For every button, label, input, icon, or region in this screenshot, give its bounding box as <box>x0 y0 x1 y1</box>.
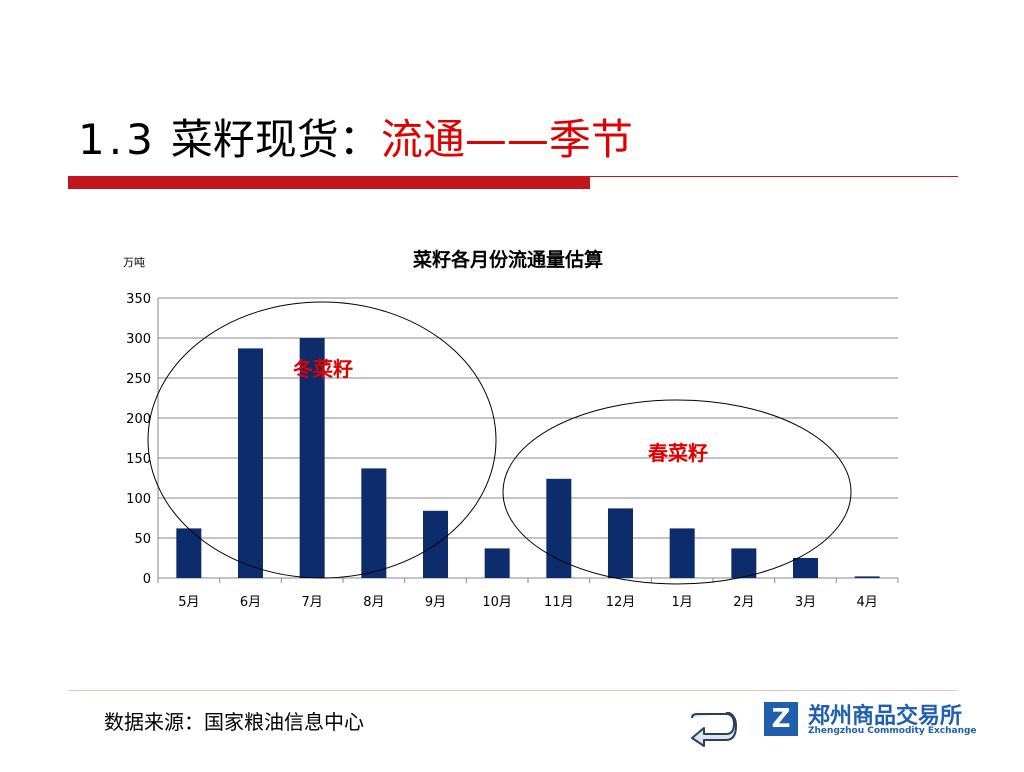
exchange-logo: Z 郑州商品交易所 Zhengzhou Commodity Exchange <box>764 698 977 742</box>
bar <box>238 348 263 578</box>
y-tick-label: 50 <box>134 532 151 547</box>
y-tick-label: 350 <box>126 292 151 307</box>
bar <box>299 338 325 578</box>
bar <box>484 548 510 578</box>
bar <box>731 548 757 578</box>
bar <box>608 508 633 578</box>
x-tick-label: 6月 <box>240 595 261 610</box>
data-source-note: 数据来源：国家粮油信息中心 <box>104 710 364 734</box>
y-tick-label: 150 <box>126 452 151 467</box>
x-tick-label: 5月 <box>178 595 199 610</box>
return-arrow-icon <box>691 711 737 747</box>
y-tick-label: 200 <box>126 412 151 427</box>
season-label: 春菜籽 <box>647 441 708 465</box>
x-tick-label: 2月 <box>733 595 754 610</box>
title-number: 1.3 <box>78 115 157 164</box>
season-ellipse <box>502 399 852 585</box>
x-tick-label: 1月 <box>672 595 693 610</box>
return-arrow-button[interactable] <box>688 711 738 748</box>
x-tick-label: 7月 <box>302 595 323 610</box>
slide-title: 1.3 菜籽现货：流通——季节 <box>78 108 633 172</box>
logo-z-icon: Z <box>764 702 798 736</box>
x-tick-label: 9月 <box>425 595 446 610</box>
y-tick-label: 100 <box>126 492 151 507</box>
x-tick-label: 8月 <box>363 595 384 610</box>
y-unit-label: 万吨 <box>123 256 145 269</box>
x-tick-label: 10月 <box>482 595 512 610</box>
x-tick-label: 4月 <box>857 595 878 610</box>
x-tick-label: 12月 <box>606 595 636 610</box>
bar <box>361 468 387 578</box>
logo-name-cn: 郑州商品交易所 <box>808 704 963 729</box>
bar <box>669 528 695 578</box>
chart-title: 菜籽各月份流通量估算 <box>412 248 603 271</box>
logo-name-en: Zhengzhou Commodity Exchange <box>808 726 977 736</box>
bar <box>793 558 818 578</box>
season-ellipse <box>147 301 497 579</box>
x-tick-label: 11月 <box>544 595 574 610</box>
season-label: 冬菜籽 <box>293 357 353 381</box>
y-tick-label: 300 <box>126 332 151 347</box>
x-tick-label: 3月 <box>795 595 816 610</box>
footer-divider <box>68 690 958 691</box>
title-underline-rule <box>590 176 958 177</box>
title-accent: 流通——季节 <box>380 115 633 164</box>
y-tick-label: 0 <box>143 572 151 587</box>
title-underline-bar <box>68 176 590 189</box>
title-main: 菜籽现货： <box>170 115 381 164</box>
bar <box>546 478 572 578</box>
y-tick-label: 250 <box>126 372 151 387</box>
bar <box>854 576 880 578</box>
